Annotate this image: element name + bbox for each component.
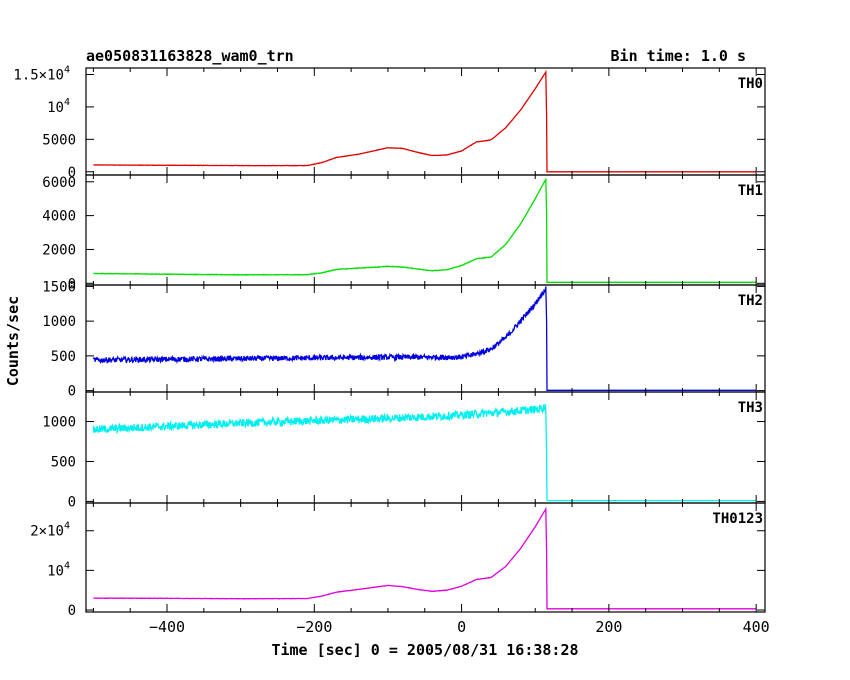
y-tick-label: 1500 [42, 279, 76, 295]
panel-th2: 0 500 1000 1500 TH2 [42, 279, 766, 400]
y-tick-label: 104 [47, 97, 70, 116]
x-tick-label: −400 [149, 618, 185, 636]
y-tick-label: 0 [68, 276, 76, 292]
x-tick-label: 200 [595, 618, 622, 636]
y-tick-label: 1000 [42, 314, 76, 330]
panel-th0: 0 5000 104 1.5×104 TH0 [13, 64, 766, 181]
y-tick-label: 5000 [42, 132, 76, 148]
chart-title: ae050831163828_wam0_trn [86, 47, 294, 65]
panel-frame [85, 502, 766, 613]
panel-label: TH2 [738, 293, 763, 309]
panel-th3: 0 500 1000 TH3 [42, 391, 766, 510]
y-axis-label: Counts/sec [4, 296, 22, 386]
bin-time-label: Bin time: 1.0 s [611, 47, 746, 65]
y-tick-label: 500 [51, 454, 76, 470]
y-tick-label: 6000 [42, 175, 76, 191]
panel-frame [85, 174, 766, 286]
y-tick-label: 104 [47, 560, 70, 579]
y-tick-exponent: 4 [64, 560, 70, 571]
panel-label: TH1 [738, 183, 763, 199]
x-tick-label: 0 [457, 618, 466, 636]
y-tick-label: 500 [51, 349, 76, 365]
panel-th0123: 0 104 2×104 TH0123 [30, 502, 766, 619]
series-line-th0123 [93, 506, 757, 610]
y-tick-exponent: 4 [64, 64, 70, 75]
y-tick-label: 2×104 [30, 521, 70, 540]
y-tick-label: 1.5×104 [13, 64, 70, 83]
panel-frame [85, 391, 766, 504]
series-line-th2 [92, 286, 757, 391]
panel-label: TH3 [738, 400, 763, 416]
panel-label: TH0 [738, 76, 763, 92]
x-tick-label: −200 [296, 618, 332, 636]
series-line-th1 [93, 177, 757, 283]
series-line-th3 [92, 404, 757, 502]
y-tick-label: 0 [68, 165, 76, 181]
panel-th1: 0 2000 4000 6000 TH1 [42, 174, 766, 292]
y-tick-exponent: 4 [64, 521, 70, 532]
panel-frame [85, 67, 766, 176]
x-axis-label: Time [sec] 0 = 2005/08/31 16:38:28 [271, 641, 578, 659]
y-tick-label: 4000 [42, 209, 76, 225]
panel-frame [85, 284, 766, 393]
y-tick-exponent: 4 [64, 97, 70, 108]
y-tick-label: 1000 [42, 415, 76, 431]
y-tick-label: 0 [68, 384, 76, 400]
y-tick-label: 0 [68, 603, 76, 619]
series-line-th0 [93, 69, 757, 173]
panels-group: 050001041.5×104TH00200040006000TH1050010… [13, 64, 766, 619]
panel-label: TH0123 [712, 511, 763, 527]
y-tick-label: 0 [68, 494, 76, 510]
x-tick-label: 400 [743, 618, 770, 636]
y-tick-label: 2000 [42, 242, 76, 258]
x-tick-labels: −400 −200 0 200 400 [149, 618, 770, 636]
